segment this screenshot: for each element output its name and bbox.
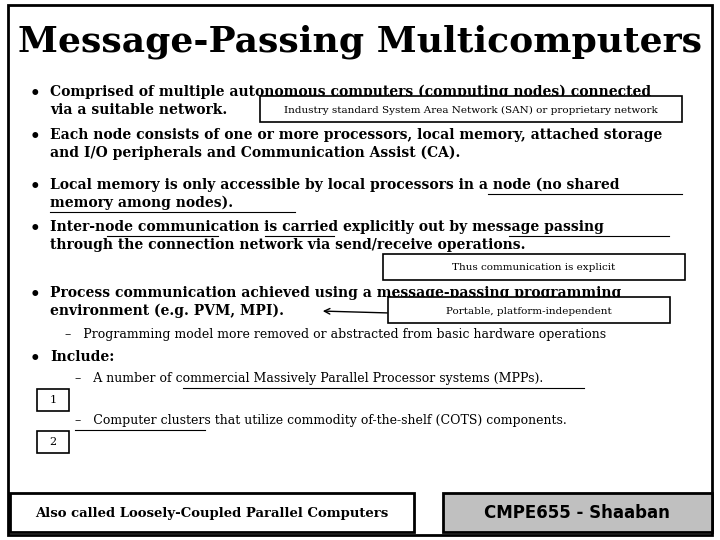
FancyBboxPatch shape [260,96,682,122]
FancyBboxPatch shape [383,254,685,280]
FancyBboxPatch shape [443,493,712,532]
Text: Inter-node communication is carried explicitly out by message passing: Inter-node communication is carried expl… [50,220,604,234]
Text: •: • [30,85,40,102]
Text: •: • [30,128,40,145]
Text: 1: 1 [50,395,57,405]
Text: Each node consists of one or more processors, local memory, attached storage: Each node consists of one or more proces… [50,128,662,142]
Text: Local memory is only accessible by local processors in a node (no shared: Local memory is only accessible by local… [50,178,619,192]
Text: •: • [30,286,40,303]
Text: –   Programming model more removed or abstracted from basic hardware operations: – Programming model more removed or abst… [65,328,606,341]
FancyBboxPatch shape [37,431,69,453]
Text: Comprised of multiple autonomous computers (computing nodes) connected: Comprised of multiple autonomous compute… [50,85,651,99]
Text: through the connection network via send/receive operations.: through the connection network via send/… [50,238,526,252]
Text: CMPE655 - Shaaban: CMPE655 - Shaaban [484,504,670,522]
Text: –   A number of commercial Massively Parallel Processor systems (MPPs).: – A number of commercial Massively Paral… [75,372,544,385]
Text: and I/O peripherals and Communication Assist (CA).: and I/O peripherals and Communication As… [50,146,460,160]
Text: via a suitable network.: via a suitable network. [50,103,228,117]
FancyBboxPatch shape [10,493,414,532]
Text: Include:: Include: [50,350,114,364]
FancyBboxPatch shape [388,297,670,323]
Text: Message-Passing Multicomputers: Message-Passing Multicomputers [18,25,702,59]
Text: Also called Loosely-Coupled Parallel Computers: Also called Loosely-Coupled Parallel Com… [35,507,389,519]
Text: •: • [30,350,40,367]
Text: environment (e.g. PVM, MPI).: environment (e.g. PVM, MPI). [50,304,284,319]
FancyBboxPatch shape [37,389,69,411]
Text: memory among nodes).: memory among nodes). [50,196,233,211]
Text: Process communication achieved using a message-passing programming: Process communication achieved using a m… [50,286,621,300]
Text: 2: 2 [50,437,57,447]
Text: Portable, platform-independent: Portable, platform-independent [446,307,612,315]
Text: •: • [30,220,40,237]
Text: –   Computer clusters that utilize commodity of-the-shelf (COTS) components.: – Computer clusters that utilize commodi… [75,414,567,427]
Text: •: • [30,178,40,195]
Text: Thus communication is explicit: Thus communication is explicit [452,264,616,273]
Text: Industry standard System Area Network (SAN) or proprietary network: Industry standard System Area Network (S… [284,105,658,114]
FancyBboxPatch shape [8,5,712,535]
